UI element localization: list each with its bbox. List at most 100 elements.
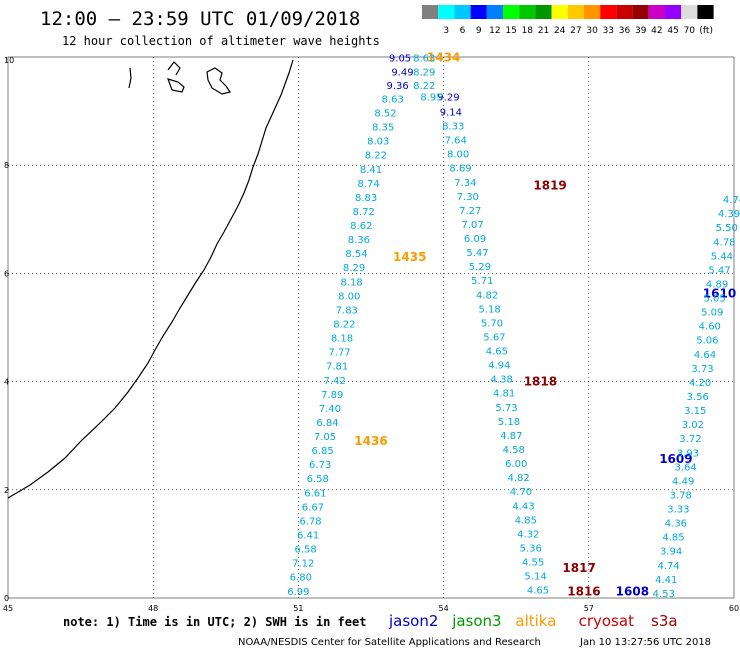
wave-height-value: 8.22: [333, 320, 355, 331]
color-scale-label: 24: [554, 26, 566, 36]
color-scale-label: 15: [505, 26, 516, 36]
wave-height-value: 5.47: [708, 265, 730, 276]
wave-height-value: 4.89: [706, 279, 728, 290]
wave-height-value: 6.41: [297, 530, 319, 541]
y-tick-label: 8: [4, 161, 9, 170]
wave-height-value: 5.06: [696, 336, 718, 347]
wave-height-value: 4.36: [665, 519, 687, 530]
axis-ticks: 45 48 51 54 57 60 0 2 4 6 8 10: [3, 56, 739, 613]
pass-id-label: 1818: [524, 374, 557, 388]
wave-height-value: 8.63: [382, 94, 404, 105]
wave-height-value: 6.85: [311, 446, 333, 457]
pass-id-label: 1609: [659, 452, 692, 466]
x-tick-label: 45: [3, 604, 13, 613]
wave-height-value: 5.70: [481, 318, 503, 329]
wave-height-value: 5.29: [469, 262, 491, 273]
wave-height-value: 3.94: [660, 547, 682, 558]
wave-height-value: 7.12: [292, 559, 314, 570]
color-swatch: [519, 5, 536, 19]
wave-height-value: 8.33: [442, 121, 464, 132]
coastline: [7, 59, 294, 499]
pass-id-label: 1610: [703, 287, 736, 301]
wave-height-value: 8.22: [413, 81, 435, 92]
wave-height-value: 4.85: [515, 515, 537, 526]
altimeter-tracks: 9.05 9.49 9.36 9.29 9.14 1610 1609 1608 1434 1435…: [287, 50, 740, 600]
pass-id-label: 1819: [533, 179, 566, 193]
wave-height-value: 4.94: [488, 361, 510, 372]
wave-height-value: 3.33: [667, 505, 689, 516]
y-tick-label: 2: [4, 486, 9, 495]
wave-height-value: 8.36: [348, 235, 370, 246]
pass-id-label: 1816: [567, 584, 600, 598]
wave-height-value: 8.62: [350, 221, 372, 232]
pass-id-label: 1435: [393, 250, 426, 264]
color-swatch: [665, 5, 682, 19]
wave-height-value: 7.34: [454, 178, 476, 189]
color-scale-label: 6: [460, 26, 466, 36]
wave-height-value: 6.61: [304, 488, 326, 499]
x-tick-label: 60: [729, 604, 739, 613]
color-scale-label: 33: [603, 26, 614, 36]
wave-height-value: 4.74: [723, 195, 740, 206]
color-swatch: [470, 5, 487, 19]
wave-height-value: 4.49: [672, 476, 694, 487]
wave-height-value: 4.53: [653, 589, 675, 600]
wave-height-value: 5.71: [471, 276, 493, 287]
wave-height-value: 6.67: [302, 502, 324, 513]
wave-height-value: 5.50: [716, 223, 738, 234]
wave-height-value: 4.41: [655, 575, 677, 586]
wave-height-value: 4.58: [503, 445, 525, 456]
color-scale: 3 6 9 12 15 18 21 24 27 30 33 36 39 42 45 70 (ft): [422, 5, 714, 36]
wave-height-value: 5.47: [466, 248, 488, 259]
x-tick-label: 48: [148, 604, 158, 613]
wave-height-value: 5.14: [524, 572, 546, 583]
color-swatch: [503, 5, 520, 19]
footer-credit: NOAA/NESDIS Center for Satellite Applica…: [238, 637, 541, 648]
color-swatch: [422, 5, 439, 19]
plot-frame: [7, 56, 735, 599]
wave-height-value: 5.09: [701, 308, 723, 319]
color-swatch: [681, 5, 698, 19]
wave-height-value: 5.18: [498, 417, 520, 428]
color-scale-label: 12: [489, 26, 500, 36]
wave-height-value: 7.40: [319, 404, 341, 415]
wave-height-value: 8.00: [338, 291, 360, 302]
wave-height-value: 8.74: [357, 179, 379, 190]
wave-height-value: 4.32: [517, 529, 539, 540]
wave-height-value: 8.52: [374, 109, 396, 120]
color-scale-label: 27: [570, 26, 581, 36]
wave-height-value: 8.95: [420, 92, 442, 103]
color-swatch: [632, 5, 649, 19]
coastline-path: [7, 59, 294, 499]
color-swatch: [648, 5, 665, 19]
wave-height-value: 8.18: [331, 334, 353, 345]
grid-lines: [8, 57, 734, 598]
wave-height-value: 9.29: [437, 92, 459, 103]
wave-height-value: 9.49: [391, 67, 413, 78]
legend-entry: cryosat: [579, 612, 634, 630]
wave-height-value: 5.73: [495, 403, 517, 414]
wave-height-value: 3.73: [691, 364, 713, 375]
color-swatch: [438, 5, 455, 19]
wave-height-value: 6.78: [299, 516, 321, 527]
wave-height-value: 3.64: [674, 462, 696, 473]
x-tick-label: 51: [293, 604, 303, 613]
wave-height-value: 6.99: [287, 587, 309, 598]
color-scale-label: 42: [651, 26, 662, 36]
wave-height-value: 9.14: [440, 107, 462, 118]
color-scale-label: 70: [684, 26, 696, 36]
y-tick-label: 0: [4, 594, 9, 603]
wave-height-value: 3.93: [677, 448, 699, 459]
wave-height-value: 8.83: [355, 193, 377, 204]
x-tick-label: 54: [439, 604, 449, 613]
wave-height-value: 4.81: [493, 389, 515, 400]
wave-height-value: 8.54: [345, 249, 367, 260]
wave-height-value: 8.72: [353, 207, 375, 218]
wave-height-value: 8.22: [365, 151, 387, 162]
color-swatch: [486, 5, 503, 19]
wave-height-value: 4.20: [689, 378, 711, 389]
legend-entry: s3a: [651, 612, 678, 630]
wave-height-value: 4.65: [527, 586, 549, 597]
wave-height-value: 7.89: [321, 390, 343, 401]
wave-height-value: 4.78: [713, 237, 735, 248]
